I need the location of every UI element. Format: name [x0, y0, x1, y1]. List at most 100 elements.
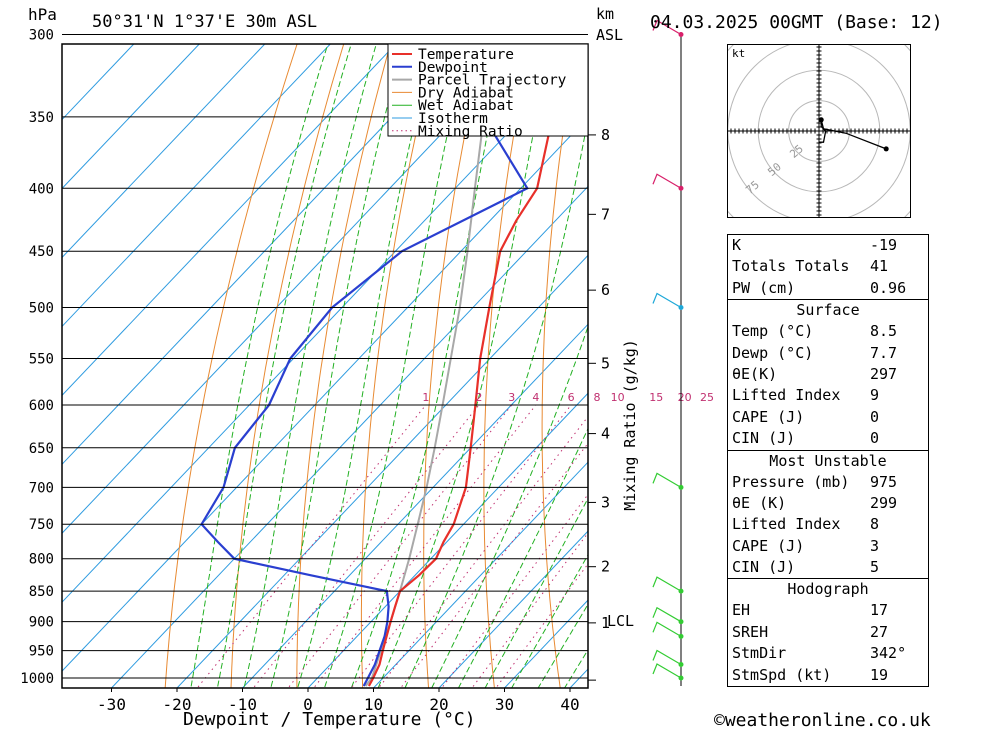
surface-theta-value: 297	[870, 364, 898, 383]
stmdir-value: 342°	[870, 644, 907, 663]
eh-label: EH	[732, 601, 751, 620]
surface-cape-value: 0	[870, 407, 880, 426]
stmdir-row: StmDir 342°	[728, 643, 928, 664]
km-label: km	[596, 5, 615, 23]
mu-theta-label: θE (K)	[732, 493, 787, 512]
stmspd-row: StmSpd (kt) 19	[728, 665, 928, 686]
wet-adiabat-line	[350, 44, 507, 688]
pressure-tick-label: 700	[29, 480, 54, 496]
surface-cape-label: CAPE (J)	[732, 407, 805, 426]
x-axis-label: Dewpoint / Temperature (°C)	[183, 709, 476, 730]
wet-adiabat-line	[457, 427, 588, 688]
legend-entry: Isotherm	[418, 111, 488, 127]
dry-adiabat-line	[296, 44, 391, 688]
surface-temp-row: Temp (°C) 8.5	[728, 321, 928, 342]
tt-value: 41	[870, 257, 889, 276]
surface-cin-value: 0	[870, 429, 880, 448]
hodograph-plot	[728, 45, 910, 217]
km-tick-label: 4	[601, 425, 610, 443]
watermark: ©weatheronline.co.uk	[714, 710, 931, 731]
k-value: -19	[870, 236, 898, 254]
pressure-tick-label: 800	[29, 552, 54, 568]
x-tick-label: 0	[303, 695, 313, 714]
stmdir-label: StmDir	[732, 644, 787, 663]
mixing-ratio-line	[287, 404, 513, 688]
wind-barb	[652, 663, 682, 679]
x-tick-label: 20	[429, 695, 448, 714]
km-tick-label: 3	[601, 493, 610, 511]
km-tick-label: 1	[601, 614, 610, 632]
hodograph-title: Hodograph	[787, 580, 869, 599]
wind-barb	[652, 576, 682, 592]
hodograph-point	[818, 117, 824, 123]
dry-adiabat-line	[653, 16, 695, 704]
pressure-tick-label: 650	[29, 441, 54, 457]
isotherm-line	[62, 116, 588, 672]
mu-pressure-value: 975	[870, 472, 898, 491]
isotherm-line	[373, 461, 588, 688]
wet-adiabat-line	[404, 116, 588, 688]
km-tick-label: 6	[601, 281, 610, 299]
surface-temp-value: 8.5	[870, 322, 898, 341]
mixing-ratio-label: 10	[611, 391, 625, 404]
mu-cape-value: 3	[870, 536, 880, 555]
mu-li-label: Lifted Index	[732, 515, 841, 534]
surface-cin-row: CIN (J) 0	[728, 428, 928, 449]
pw-row: PW (cm) 0.96	[728, 278, 928, 299]
mu-cape-label: CAPE (J)	[732, 536, 805, 555]
wind-barb	[652, 19, 682, 36]
dry-adiabat-line	[360, 44, 438, 688]
mu-cin-value: 5	[870, 558, 880, 577]
lcl-label: LCL	[607, 612, 635, 630]
km-tick-label: 2	[601, 558, 610, 576]
surface-li-label: Lifted Index	[732, 386, 841, 405]
mu-cin-label: CIN (J)	[732, 558, 796, 577]
isotherm-line	[176, 254, 588, 688]
hodograph-trace	[819, 119, 887, 150]
pressure-tick-label: 950	[29, 644, 54, 660]
wind-barb	[652, 649, 682, 665]
wet-adiabat-line	[297, 44, 435, 688]
pressure-tick-label: 550	[29, 351, 54, 367]
mu-cin-row: CIN (J) 5	[728, 557, 928, 578]
legend-entry: Parcel Trajectory	[418, 73, 567, 89]
pressure-tick-label: 300	[29, 28, 54, 44]
mu-theta-value: 299	[870, 493, 898, 512]
mixing-ratio-line	[441, 493, 588, 688]
wet-adiabat-line	[377, 44, 552, 688]
stmspd-value: 19	[870, 665, 889, 684]
surface-cin-label: CIN (J)	[732, 429, 796, 448]
isotherm-line	[111, 185, 588, 688]
dry-adiabat-line	[950, 16, 1000, 704]
dry-adiabat-line	[423, 44, 485, 688]
mixing-ratio-label: 3	[508, 391, 515, 404]
pressure-tick-label: 400	[29, 181, 54, 197]
sreh-label: SREH	[732, 622, 769, 641]
isotherm-line	[307, 392, 588, 688]
x-tick-label: 40	[560, 695, 579, 714]
dry-adiabat-line	[164, 44, 298, 688]
mixing-ratio-label: 4	[532, 391, 539, 404]
x-tick-label: 30	[495, 695, 514, 714]
indices-table: K -19 Totals Totals 41 PW (cm) 0.96 Surface…	[727, 234, 929, 688]
mixing-ratio-axis-label: Mixing Ratio (g/kg)	[620, 339, 639, 511]
isotherm-line	[62, 44, 331, 328]
isotherm-line	[62, 44, 462, 466]
mu-li-value: 8	[870, 515, 880, 534]
sreh-row: SREH 27	[728, 622, 928, 643]
km-tick-label: 7	[601, 205, 610, 223]
x-tick-label: -10	[228, 695, 257, 714]
k-row: K -19	[728, 235, 928, 256]
mixing-ratio-label: 15	[649, 391, 663, 404]
pressure-tick-label: 450	[29, 244, 54, 260]
isotherm-line	[62, 44, 528, 534]
isotherm-line	[62, 44, 397, 397]
wet-adiabat-line	[431, 325, 588, 688]
legend-box	[387, 43, 589, 137]
surface-cape-row: CAPE (J) 0	[728, 407, 928, 428]
mu-cape-row: CAPE (J) 3	[728, 536, 928, 557]
dry-adiabat-line	[483, 44, 531, 688]
isotherm-line	[62, 44, 266, 259]
hodograph-panel: kt 25 50 75	[727, 44, 911, 218]
